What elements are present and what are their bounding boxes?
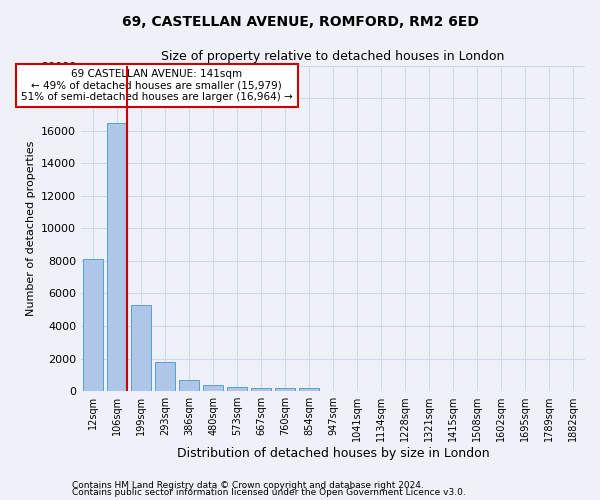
Title: Size of property relative to detached houses in London: Size of property relative to detached ho…: [161, 50, 505, 63]
Bar: [299, 388, 319, 391]
Text: Contains HM Land Registry data © Crown copyright and database right 2024.: Contains HM Land Registry data © Crown c…: [72, 480, 424, 490]
Text: Contains public sector information licensed under the Open Government Licence v3: Contains public sector information licen…: [72, 488, 466, 497]
Bar: [83, 259, 103, 391]
Text: 69 CASTELLAN AVENUE: 141sqm
← 49% of detached houses are smaller (15,979)
51% of: 69 CASTELLAN AVENUE: 141sqm ← 49% of det…: [21, 69, 293, 102]
Text: 69, CASTELLAN AVENUE, ROMFORD, RM2 6ED: 69, CASTELLAN AVENUE, ROMFORD, RM2 6ED: [122, 15, 478, 29]
Bar: [251, 388, 271, 391]
Y-axis label: Number of detached properties: Number of detached properties: [26, 140, 35, 316]
Bar: [107, 122, 127, 391]
X-axis label: Distribution of detached houses by size in London: Distribution of detached houses by size …: [177, 447, 490, 460]
Bar: [179, 380, 199, 391]
Bar: [155, 362, 175, 391]
Bar: [131, 305, 151, 391]
Bar: [203, 385, 223, 391]
Bar: [227, 386, 247, 391]
Bar: [275, 388, 295, 391]
